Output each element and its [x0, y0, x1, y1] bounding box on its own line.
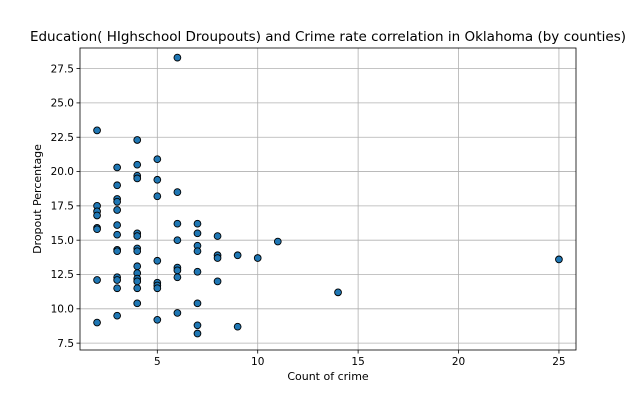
data-point — [113, 230, 121, 239]
data-point — [113, 276, 121, 284]
data-point — [93, 126, 101, 135]
data-point — [213, 232, 222, 240]
x-tick-label: 10 — [251, 356, 264, 368]
x-axis-label: Count of crime — [287, 370, 369, 383]
data-point — [173, 309, 182, 317]
data-point — [113, 311, 121, 320]
data-point — [173, 266, 182, 275]
data-point — [133, 262, 142, 271]
data-point — [193, 321, 202, 330]
x-tick-label: 5 — [154, 356, 161, 368]
plot-frame — [79, 47, 577, 351]
data-point — [273, 237, 282, 246]
grid-lines — [80, 48, 576, 350]
data-point — [133, 136, 142, 144]
x-tick-label: 20 — [452, 356, 465, 368]
data-point — [113, 247, 121, 256]
y-tick-label: 7.5 — [57, 338, 74, 350]
data-point — [113, 197, 121, 206]
axis-ticks: 5 10 15 20 25 7.5 10.0 12.5 15.0 17.5 20.0 22.5 25.0… — [51, 63, 566, 368]
data-point — [173, 219, 182, 228]
data-point — [153, 155, 162, 164]
data-point — [213, 254, 222, 262]
data-point — [93, 211, 101, 220]
y-tick-label: 27.5 — [51, 63, 74, 75]
data-point — [113, 221, 121, 229]
y-tick-label: 17.5 — [51, 201, 74, 213]
data-point — [113, 163, 121, 172]
data-point — [555, 255, 563, 264]
data-point — [233, 322, 242, 331]
chart-title: Education( HIghschool Droupouts) and Cri… — [30, 29, 626, 45]
data-point — [173, 236, 182, 245]
data-point — [153, 256, 162, 265]
y-axis-label: Dropout Percentage — [31, 144, 44, 254]
data-point — [193, 247, 202, 256]
data-point — [133, 247, 142, 256]
data-point — [173, 188, 182, 196]
data-point — [153, 315, 162, 324]
y-tick-label: 22.5 — [51, 132, 74, 144]
data-point — [233, 251, 242, 260]
data-point — [153, 192, 162, 201]
y-tick-label: 12.5 — [51, 269, 74, 281]
data-point — [113, 181, 121, 190]
data-points — [93, 53, 563, 338]
data-point — [213, 277, 222, 286]
y-tick-label: 20.0 — [51, 166, 74, 178]
data-point — [133, 299, 142, 308]
y-tick-label: 15.0 — [51, 235, 74, 247]
data-point — [133, 232, 142, 240]
data-point — [113, 284, 121, 293]
data-point — [133, 160, 142, 169]
data-point — [153, 175, 162, 184]
data-point — [113, 206, 121, 214]
data-point — [193, 219, 202, 228]
data-point — [193, 299, 202, 308]
x-tick-label: 15 — [351, 356, 364, 368]
data-point — [334, 288, 342, 297]
y-tick-label: 10.0 — [51, 304, 74, 316]
data-point — [93, 318, 101, 327]
y-tick-label: 25.0 — [51, 98, 74, 110]
data-point — [253, 254, 262, 262]
data-point — [173, 53, 182, 62]
x-tick-label: 25 — [552, 356, 565, 368]
data-point — [133, 174, 142, 183]
data-point — [173, 273, 182, 282]
data-point — [153, 284, 162, 293]
data-point — [193, 329, 202, 338]
data-point — [93, 225, 101, 234]
data-point — [133, 277, 142, 286]
data-point — [193, 267, 202, 276]
data-point — [193, 229, 202, 238]
data-point — [93, 276, 101, 284]
data-point — [133, 284, 142, 293]
